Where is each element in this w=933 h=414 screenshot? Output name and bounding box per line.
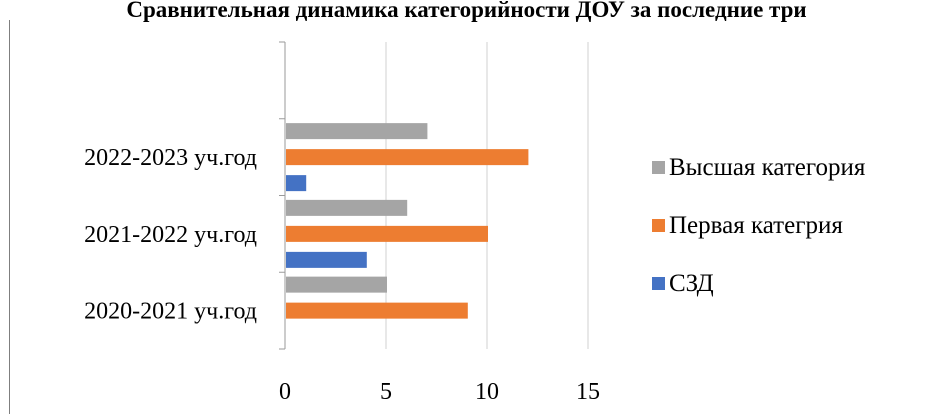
legend-item: СЗД — [652, 266, 865, 301]
chart-title: Сравнительная динамика категорийности ДО… — [126, 0, 807, 22]
x-tick-label: 10 — [475, 379, 499, 405]
bar — [286, 251, 367, 268]
legend-item: Высшая категория — [652, 150, 865, 185]
y-category-label: 2022-2023 уч.год — [84, 145, 257, 171]
legend-label: Первая категрия — [669, 212, 843, 239]
bar — [286, 149, 529, 166]
bar — [286, 175, 307, 192]
legend-item: Первая категрия — [652, 208, 865, 243]
legend-label: СЗД — [669, 270, 714, 297]
y-category-label: 2021-2022 уч.год — [84, 222, 257, 248]
bar — [286, 276, 387, 293]
x-tick-label: 0 — [279, 379, 291, 405]
legend-label: Высшая категория — [669, 154, 866, 181]
chart-border — [9, 20, 10, 414]
bar — [286, 123, 428, 140]
bar — [286, 225, 488, 242]
x-tick-label: 15 — [576, 379, 600, 405]
x-tick-label: 5 — [380, 379, 392, 405]
bar — [286, 199, 408, 216]
legend-swatch — [652, 219, 665, 232]
bar — [286, 302, 468, 319]
legend-swatch — [652, 277, 665, 290]
y-category-label: 2020-2021 уч.год — [84, 299, 257, 325]
legend-swatch — [652, 161, 665, 174]
chart-legend: Высшая категория Первая категрия СЗД — [652, 150, 865, 324]
